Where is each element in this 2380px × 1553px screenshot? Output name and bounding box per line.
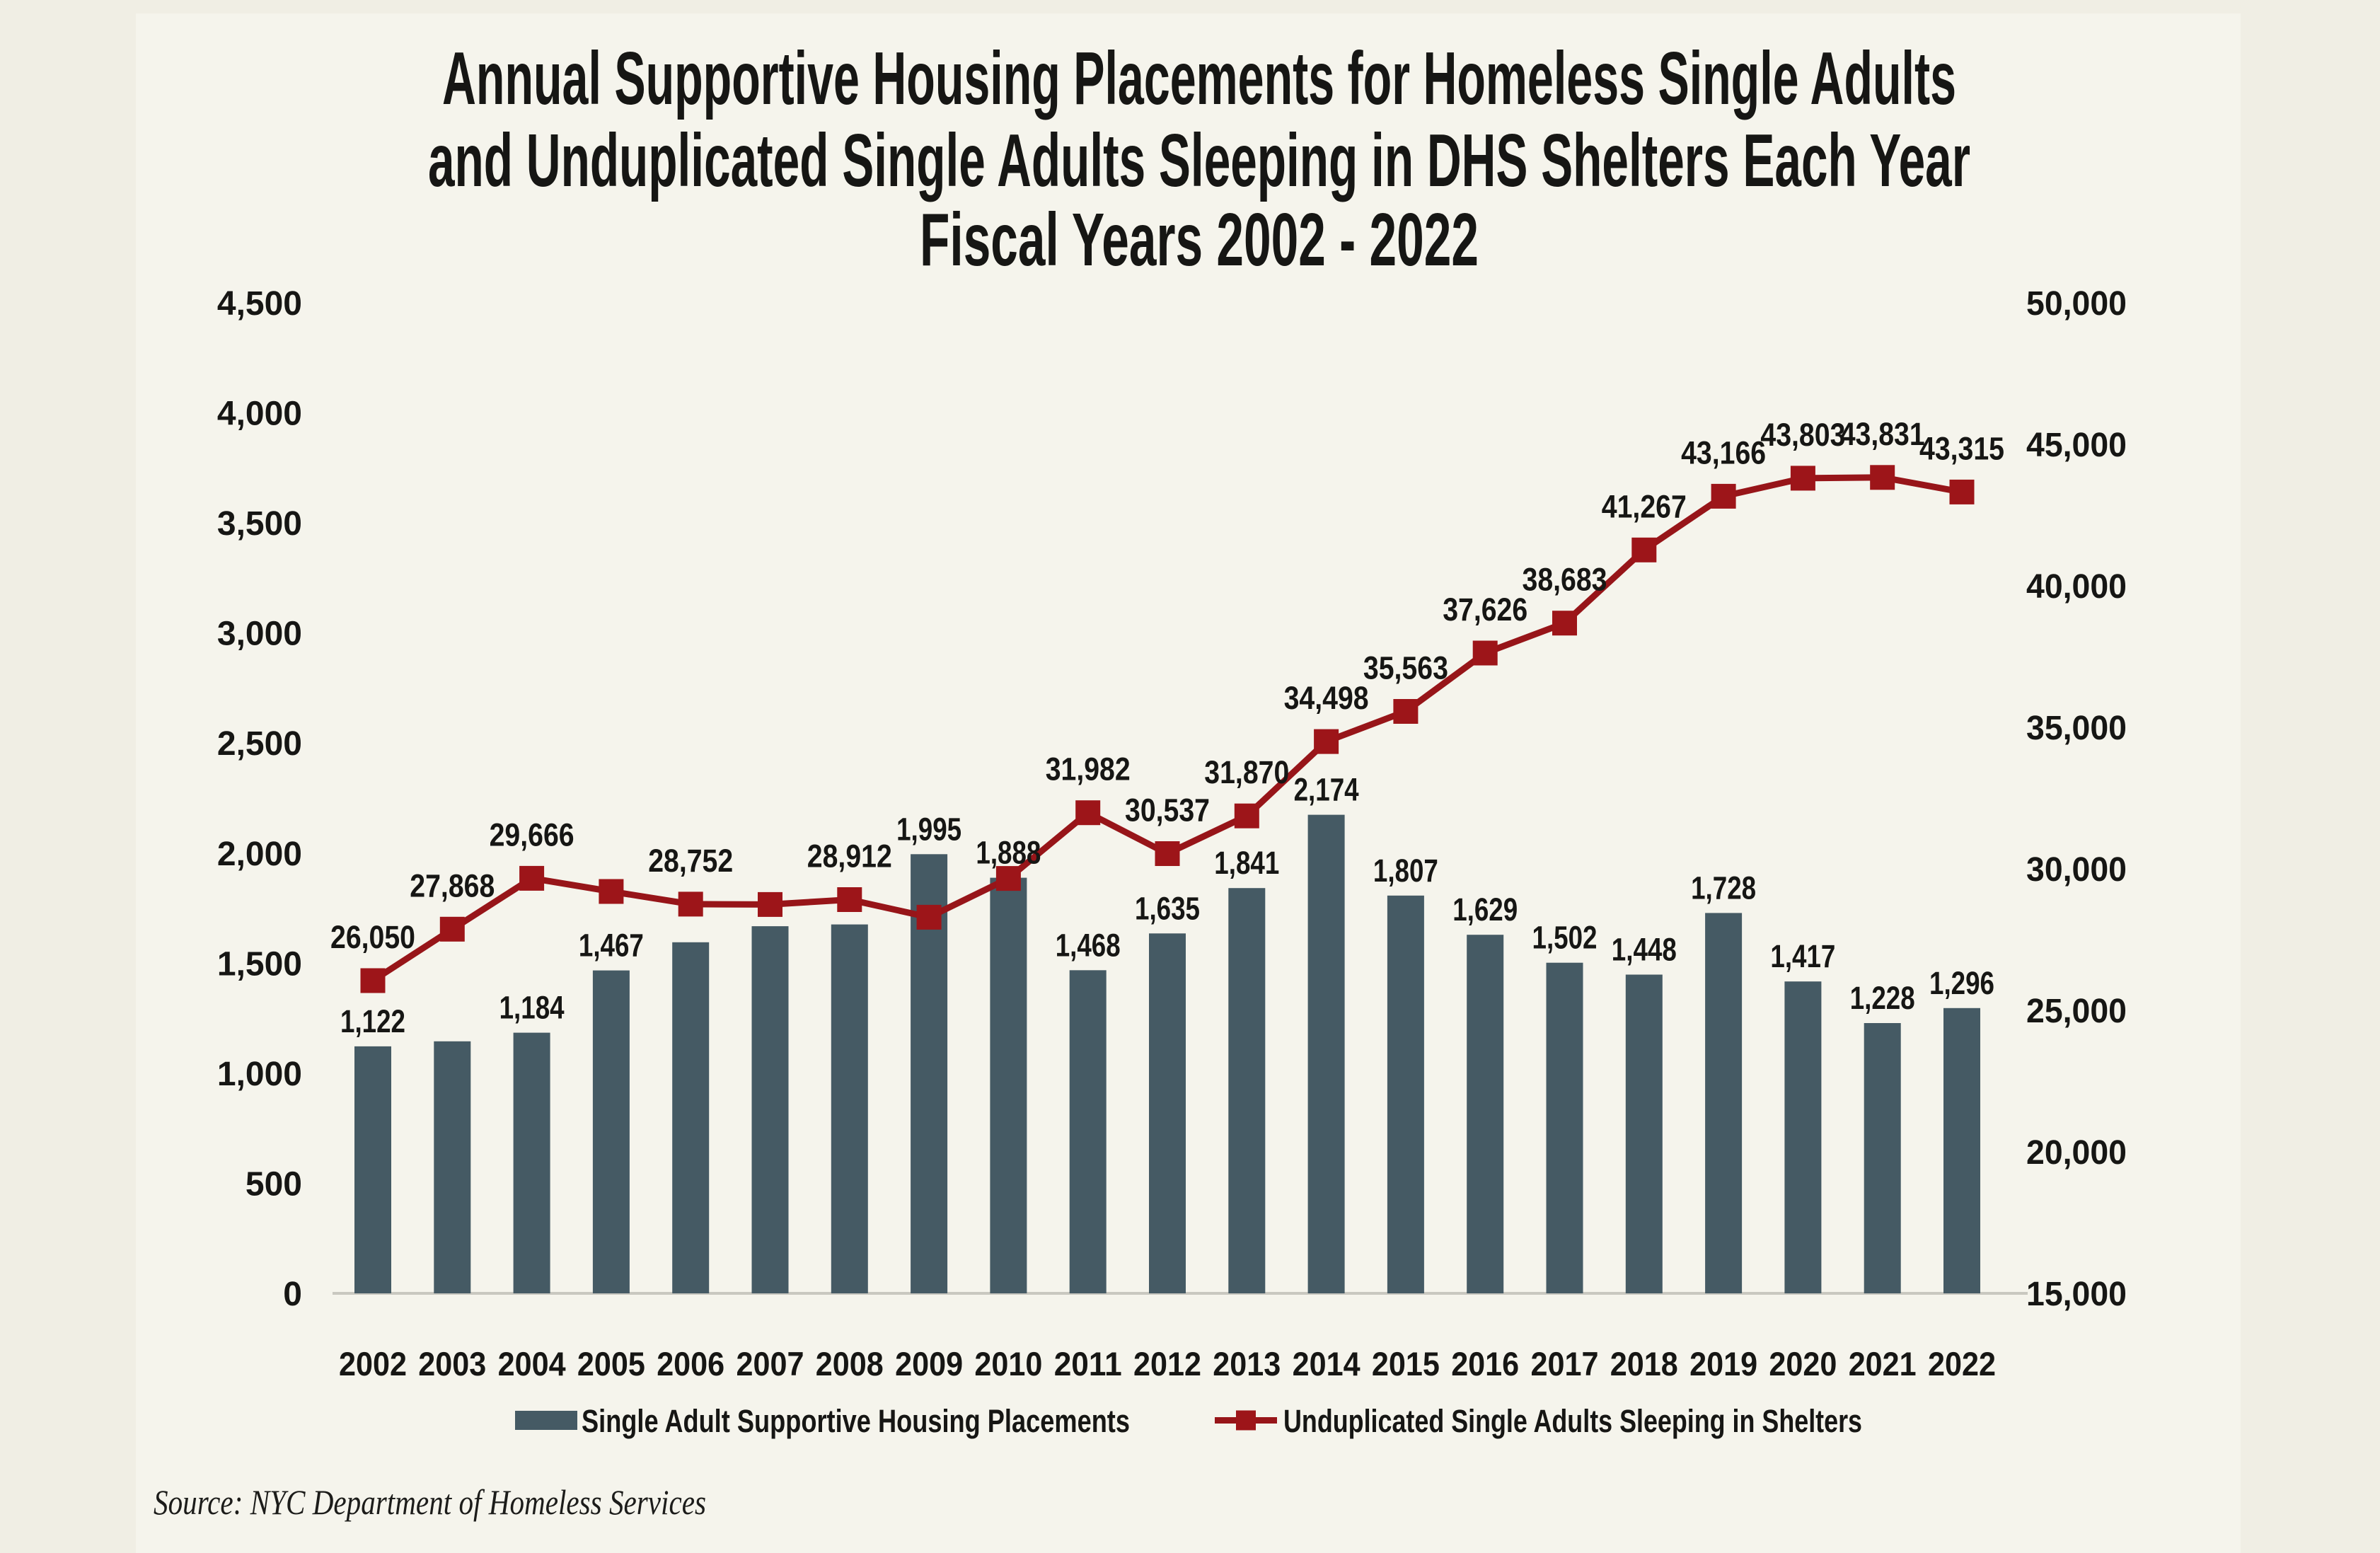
svg-text:2013: 2013 bbox=[1213, 1345, 1281, 1382]
svg-text:43,803: 43,803 bbox=[1760, 417, 1845, 453]
svg-text:50,000: 50,000 bbox=[2026, 285, 2127, 323]
svg-text:30,537: 30,537 bbox=[1125, 792, 1210, 829]
svg-text:2,000: 2,000 bbox=[217, 836, 302, 873]
svg-text:25,000: 25,000 bbox=[2026, 993, 2127, 1030]
svg-text:1,995: 1,995 bbox=[896, 811, 961, 847]
svg-text:1,467: 1,467 bbox=[579, 928, 644, 964]
svg-text:30,000: 30,000 bbox=[2026, 851, 2127, 889]
svg-text:43,166: 43,166 bbox=[1681, 434, 1766, 470]
svg-text:2016: 2016 bbox=[1451, 1345, 1519, 1382]
svg-text:15,000: 15,000 bbox=[2026, 1276, 2127, 1313]
svg-text:35,563: 35,563 bbox=[1363, 650, 1448, 686]
svg-text:and Unduplicated Single Adults: and Unduplicated Single Adults Sleeping … bbox=[428, 119, 1970, 202]
svg-text:38,683: 38,683 bbox=[1523, 562, 1607, 598]
svg-text:2021: 2021 bbox=[1849, 1345, 1917, 1382]
svg-text:34,498: 34,498 bbox=[1284, 680, 1369, 716]
svg-text:45,000: 45,000 bbox=[2026, 427, 2127, 464]
svg-text:1,122: 1,122 bbox=[340, 1003, 405, 1039]
svg-text:31,982: 31,982 bbox=[1046, 751, 1131, 787]
svg-text:500: 500 bbox=[245, 1165, 302, 1203]
svg-text:2002: 2002 bbox=[339, 1345, 407, 1382]
svg-text:2020: 2020 bbox=[1769, 1345, 1837, 1382]
svg-text:4,500: 4,500 bbox=[217, 285, 302, 323]
svg-text:Fiscal Years 2002 - 2022: Fiscal Years 2002 - 2022 bbox=[920, 198, 1479, 282]
svg-text:1,888: 1,888 bbox=[976, 835, 1041, 871]
svg-text:1,468: 1,468 bbox=[1056, 927, 1121, 963]
svg-text:4,000: 4,000 bbox=[217, 396, 302, 433]
svg-text:Source: NYC Department of Home: Source: NYC Department of Homeless Servi… bbox=[154, 1482, 706, 1522]
svg-text:2017: 2017 bbox=[1531, 1345, 1599, 1382]
svg-text:2014: 2014 bbox=[1293, 1345, 1361, 1382]
svg-text:37,626: 37,626 bbox=[1443, 591, 1527, 628]
svg-text:2004: 2004 bbox=[498, 1345, 566, 1382]
svg-text:2015: 2015 bbox=[1372, 1345, 1440, 1382]
svg-text:35,000: 35,000 bbox=[2026, 710, 2127, 747]
svg-text:2009: 2009 bbox=[895, 1345, 963, 1382]
svg-text:0: 0 bbox=[283, 1276, 302, 1313]
svg-text:26,050: 26,050 bbox=[330, 919, 415, 955]
svg-text:1,296: 1,296 bbox=[1929, 965, 1994, 1001]
svg-text:27,868: 27,868 bbox=[410, 867, 495, 903]
svg-text:40,000: 40,000 bbox=[2026, 568, 2127, 606]
svg-text:2022: 2022 bbox=[1928, 1345, 1996, 1382]
svg-text:43,315: 43,315 bbox=[1919, 430, 2004, 466]
svg-text:1,000: 1,000 bbox=[217, 1056, 302, 1093]
svg-text:28,752: 28,752 bbox=[648, 843, 733, 879]
svg-text:2,174: 2,174 bbox=[1294, 772, 1359, 808]
svg-text:Single Adult Supportive Housin: Single Adult Supportive Housing Placemen… bbox=[582, 1403, 1130, 1439]
svg-text:1,417: 1,417 bbox=[1770, 938, 1835, 974]
svg-text:1,841: 1,841 bbox=[1214, 845, 1279, 881]
svg-text:41,267: 41,267 bbox=[1602, 488, 1687, 524]
svg-text:31,870: 31,870 bbox=[1204, 754, 1289, 790]
svg-text:29,666: 29,666 bbox=[490, 816, 574, 853]
svg-text:Unduplicated Single Adults Sle: Unduplicated Single Adults Sleeping in S… bbox=[1283, 1403, 1862, 1439]
svg-text:1,448: 1,448 bbox=[1612, 932, 1677, 968]
svg-text:28,912: 28,912 bbox=[807, 838, 892, 874]
svg-text:1,502: 1,502 bbox=[1532, 920, 1598, 956]
svg-text:2019: 2019 bbox=[1689, 1345, 1757, 1382]
svg-text:20,000: 20,000 bbox=[2026, 1134, 2127, 1172]
svg-text:1,807: 1,807 bbox=[1373, 853, 1438, 889]
svg-text:Annual Supportive Housing Plac: Annual Supportive Housing Placements for… bbox=[442, 37, 1956, 120]
svg-text:2003: 2003 bbox=[418, 1345, 486, 1382]
svg-text:1,184: 1,184 bbox=[499, 990, 565, 1026]
svg-text:2,500: 2,500 bbox=[217, 725, 302, 763]
svg-text:2005: 2005 bbox=[577, 1345, 645, 1382]
svg-text:1,500: 1,500 bbox=[217, 945, 302, 983]
svg-text:2007: 2007 bbox=[736, 1345, 804, 1382]
svg-text:2018: 2018 bbox=[1610, 1345, 1678, 1382]
svg-text:3,000: 3,000 bbox=[217, 616, 302, 653]
svg-text:1,228: 1,228 bbox=[1850, 980, 1915, 1016]
svg-text:1,635: 1,635 bbox=[1135, 890, 1200, 926]
svg-text:3,500: 3,500 bbox=[217, 505, 302, 543]
svg-text:1,629: 1,629 bbox=[1452, 891, 1518, 928]
svg-text:2012: 2012 bbox=[1133, 1345, 1201, 1382]
svg-text:1,728: 1,728 bbox=[1691, 870, 1756, 906]
svg-text:2010: 2010 bbox=[974, 1345, 1042, 1382]
svg-text:2006: 2006 bbox=[657, 1345, 724, 1382]
svg-text:2008: 2008 bbox=[816, 1345, 884, 1382]
svg-text:2011: 2011 bbox=[1054, 1345, 1122, 1382]
svg-text:43,831: 43,831 bbox=[1840, 416, 1925, 452]
